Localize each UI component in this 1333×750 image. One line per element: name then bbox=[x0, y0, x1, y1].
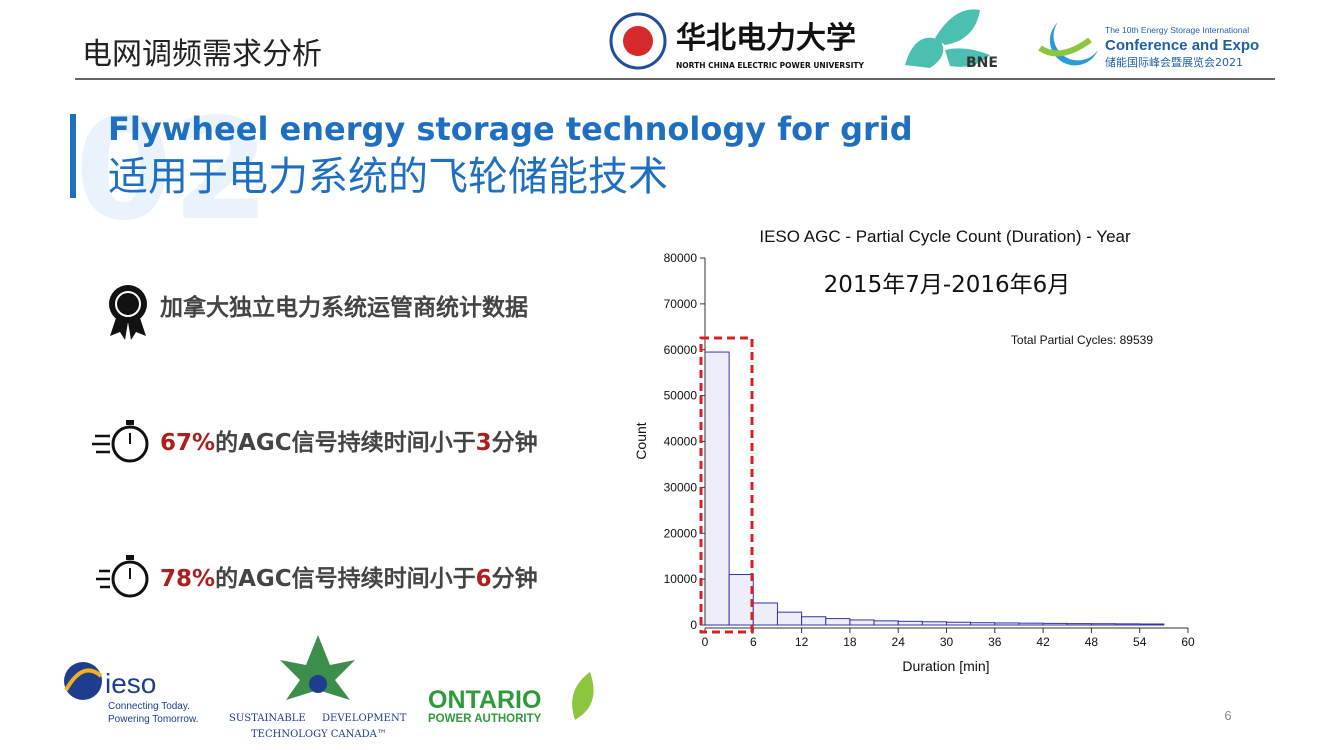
x-tick-label: 54 bbox=[1133, 635, 1147, 649]
y-tick-label: 80000 bbox=[664, 251, 698, 265]
histogram-bar bbox=[1018, 622, 1044, 626]
y-tick-label: 50000 bbox=[664, 389, 698, 403]
chart-subtitle: 2015年7月-2016年6月 bbox=[824, 272, 1071, 298]
section-title-cn: 适用于电力系统的飞轮储能技术 bbox=[108, 154, 668, 200]
opa-line1: ONTARIO bbox=[428, 686, 541, 714]
expo-line2: Conference and Expo bbox=[1105, 37, 1259, 54]
y-tick-label: 40000 bbox=[664, 435, 698, 449]
histogram-bar bbox=[1066, 623, 1092, 626]
chart-annotation: Total Partial Cycles: 89539 bbox=[1011, 333, 1153, 347]
histogram-bar bbox=[921, 621, 947, 626]
sdtc-logo bbox=[280, 635, 355, 700]
x-tick-label: 0 bbox=[702, 635, 709, 649]
x-tick-label: 60 bbox=[1181, 635, 1195, 649]
y-axis-label: Count bbox=[633, 422, 649, 459]
sdtc-line2: TECHNOLOGY CANADA™ bbox=[251, 729, 387, 740]
university-cn: 华北电力大学 bbox=[676, 21, 856, 56]
x-tick-label: 12 bbox=[795, 635, 809, 649]
bullet-highlight: 78% bbox=[160, 566, 215, 592]
bullet: 67%的AGC信号持续时间小于3分钟 bbox=[160, 429, 538, 456]
x-tick-label: 42 bbox=[1036, 635, 1050, 649]
opa-leaf bbox=[572, 672, 594, 720]
bne-text: BNE bbox=[966, 55, 998, 71]
histogram-bar bbox=[994, 622, 1020, 626]
timer-icon bbox=[92, 420, 149, 463]
x-axis-label: Duration [min] bbox=[902, 658, 989, 674]
y-tick-label: 0 bbox=[690, 618, 697, 632]
ieso-line2: Powering Tomorrow. bbox=[108, 714, 198, 725]
timer-icon bbox=[96, 555, 149, 598]
page-number: 6 bbox=[1224, 708, 1231, 723]
bullet-highlight: 6 bbox=[476, 566, 492, 592]
header-title: 电网调频需求分析 bbox=[82, 37, 322, 72]
histogram-bar bbox=[704, 351, 730, 626]
histogram-bar bbox=[1090, 623, 1117, 626]
histogram-bar bbox=[970, 622, 996, 626]
sdtc-logo-core bbox=[309, 675, 327, 693]
bullet-text: 加拿大独立电力系统运管商统计数据 bbox=[159, 294, 528, 321]
histogram-bar bbox=[946, 621, 972, 626]
bullet-text: 的AGC信号持续时间小于 bbox=[215, 429, 476, 456]
x-tick-label: 30 bbox=[940, 635, 954, 649]
histogram-bar bbox=[752, 602, 778, 626]
expo-logo-swoosh bbox=[1038, 37, 1092, 57]
y-tick-label: 70000 bbox=[664, 297, 698, 311]
histogram-bar bbox=[801, 616, 827, 626]
histogram-bar bbox=[1042, 622, 1068, 626]
bullet-text: 的AGC信号持续时间小于 bbox=[215, 565, 476, 592]
expo-line1: The 10th Energy Storage International bbox=[1105, 25, 1249, 35]
section-title-en: Flywheel energy storage technology for g… bbox=[108, 110, 913, 148]
section-number: 02 bbox=[75, 89, 270, 252]
section-bar bbox=[70, 114, 76, 198]
ieso-logo bbox=[64, 662, 103, 700]
x-tick-label: 18 bbox=[843, 635, 857, 649]
university-en: NORTH CHINA ELECTRIC POWER UNIVERSITY bbox=[676, 61, 865, 70]
sdtc-right: DEVELOPMENT bbox=[322, 713, 407, 724]
ieso-text: ieso bbox=[105, 668, 156, 699]
expo-line3: 储能国际峰会暨展览会2021 bbox=[1105, 55, 1243, 69]
y-tick-label: 30000 bbox=[664, 480, 698, 494]
bullet-highlight: 3 bbox=[476, 430, 492, 456]
bullet: 加拿大独立电力系统运管商统计数据 bbox=[159, 294, 528, 321]
bullet-text: 分钟 bbox=[492, 430, 538, 456]
bullet-highlight: 67% bbox=[160, 430, 215, 456]
histogram-bar bbox=[873, 620, 899, 626]
histogram-bar bbox=[825, 618, 851, 626]
x-tick-label: 48 bbox=[1085, 635, 1099, 649]
histogram-bar bbox=[1139, 623, 1165, 626]
sdtc-left: SUSTAINABLE bbox=[229, 713, 306, 724]
y-tick-label: 60000 bbox=[664, 343, 698, 357]
highlight-box bbox=[699, 336, 754, 634]
histogram-bar bbox=[849, 619, 875, 626]
x-tick-label: 6 bbox=[750, 635, 757, 649]
chart-title: IESO AGC - Partial Cycle Count (Duration… bbox=[759, 227, 1131, 246]
y-tick-label: 20000 bbox=[664, 526, 698, 540]
ncepu-logo-core bbox=[623, 26, 653, 56]
histogram-bar bbox=[897, 620, 923, 626]
histogram-bar bbox=[776, 611, 803, 626]
ieso-line1: Connecting Today. bbox=[108, 701, 190, 712]
histogram-bar bbox=[1115, 623, 1141, 626]
histogram-bar bbox=[728, 574, 754, 626]
opa-line2: POWER AUTHORITY bbox=[428, 713, 542, 725]
plot: 0 10000 20000 30000 40000 50000 60000 70000 8000… bbox=[664, 251, 1195, 649]
x-tick-label: 36 bbox=[988, 635, 1002, 649]
bne-logo bbox=[905, 9, 990, 69]
bullet-text: 分钟 bbox=[492, 566, 538, 592]
y-tick-label: 10000 bbox=[664, 572, 698, 586]
medal-icon bbox=[109, 285, 147, 340]
x-tick-label: 24 bbox=[892, 635, 906, 649]
bullet: 78%的AGC信号持续时间小于6分钟 bbox=[160, 565, 538, 592]
